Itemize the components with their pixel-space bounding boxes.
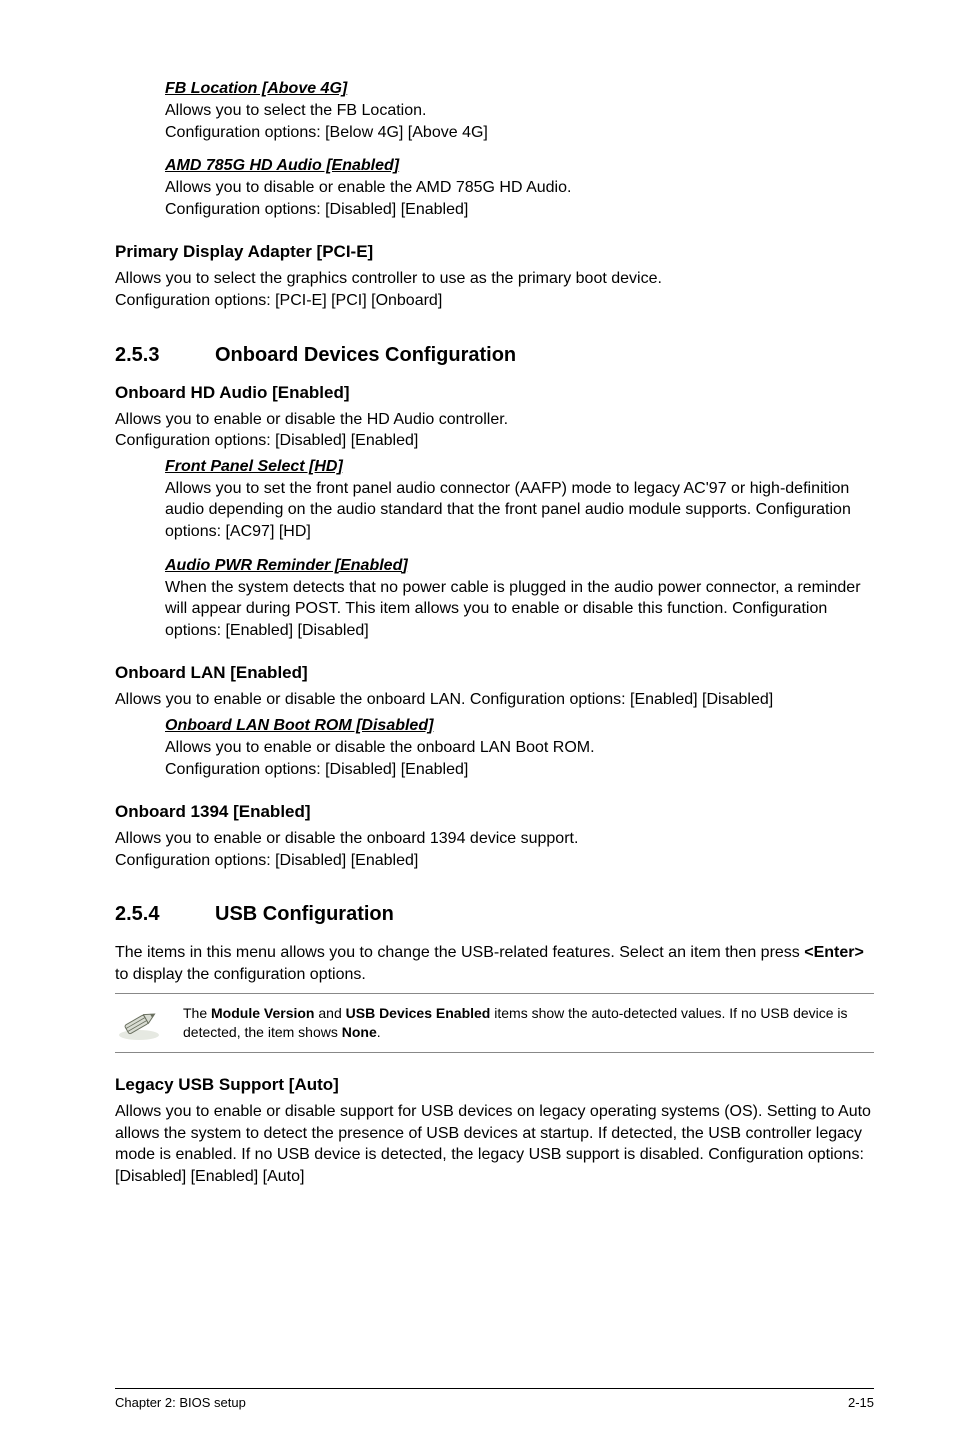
text-1394-line2: Configuration options: [Disabled] [Enabl…	[115, 850, 874, 872]
heading-253: 2.5.3Onboard Devices Configuration	[115, 344, 874, 367]
text-audio-pwr: When the system detects that no power ca…	[165, 577, 874, 642]
block-audio-pwr: Audio PWR Reminder [Enabled] When the sy…	[165, 557, 874, 642]
text-amd-line2: Configuration options: [Disabled] [Enabl…	[165, 199, 874, 221]
page: FB Location [Above 4G] Allows you to sel…	[0, 0, 954, 1438]
block-lan-boot-rom: Onboard LAN Boot ROM [Disabled] Allows y…	[165, 717, 874, 780]
text-fb-line2: Configuration options: [Below 4G] [Above…	[165, 122, 874, 144]
block-fb-location: FB Location [Above 4G] Allows you to sel…	[165, 80, 874, 143]
text-lanrom-line1: Allows you to enable or disable the onbo…	[165, 737, 874, 759]
note-b1: Module Version	[211, 1005, 314, 1021]
text-254-desc-post: to display the configuration options.	[115, 966, 366, 983]
heading-onboard-hd-audio: Onboard HD Audio [Enabled]	[115, 383, 874, 403]
text-legacy-usb: Allows you to enable or disable support …	[115, 1101, 874, 1187]
text-front-panel: Allows you to set the front panel audio …	[165, 478, 874, 543]
block-amd-audio: AMD 785G HD Audio [Enabled] Allows you t…	[165, 157, 874, 220]
note-text: The Module Version and USB Devices Enabl…	[183, 1004, 874, 1042]
text-amd-line1: Allows you to disable or enable the AMD …	[165, 177, 874, 199]
text-pda-line1: Allows you to select the graphics contro…	[115, 268, 874, 290]
text-pda-line2: Configuration options: [PCI-E] [PCI] [On…	[115, 290, 874, 312]
text-hd-line2: Configuration options: [Disabled] [Enabl…	[115, 430, 874, 452]
block-front-panel: Front Panel Select [HD] Allows you to se…	[165, 458, 874, 543]
text-1394-line1: Allows you to enable or disable the onbo…	[115, 828, 874, 850]
text-lanrom-line2: Configuration options: [Disabled] [Enabl…	[165, 759, 874, 781]
heading-253-title: Onboard Devices Configuration	[215, 344, 516, 366]
heading-253-num: 2.5.3	[115, 344, 215, 367]
note-pre: The	[183, 1005, 211, 1021]
heading-primary-display: Primary Display Adapter [PCI-E]	[115, 242, 874, 262]
pencil-icon	[115, 1005, 163, 1041]
heading-254: 2.5.4USB Configuration	[115, 903, 874, 926]
footer-left: Chapter 2: BIOS setup	[115, 1395, 246, 1410]
heading-254-title: USB Configuration	[215, 903, 394, 925]
note-b3: None	[342, 1024, 377, 1040]
heading-onboard-1394: Onboard 1394 [Enabled]	[115, 802, 874, 822]
heading-audio-pwr: Audio PWR Reminder [Enabled]	[165, 557, 874, 575]
text-onboard-lan: Allows you to enable or disable the onbo…	[115, 689, 874, 711]
note-mid: and	[314, 1005, 345, 1021]
text-fb-line1: Allows you to select the FB Location.	[165, 100, 874, 122]
heading-254-num: 2.5.4	[115, 903, 215, 926]
text-254-desc: The items in this menu allows you to cha…	[115, 942, 874, 985]
heading-amd-audio: AMD 785G HD Audio [Enabled]	[165, 157, 874, 175]
note-end: .	[377, 1024, 381, 1040]
heading-fb-location: FB Location [Above 4G]	[165, 80, 874, 98]
heading-onboard-lan: Onboard LAN [Enabled]	[115, 663, 874, 683]
footer: Chapter 2: BIOS setup 2-15	[115, 1388, 874, 1410]
footer-right: 2-15	[848, 1395, 874, 1410]
heading-front-panel: Front Panel Select [HD]	[165, 458, 874, 476]
text-254-desc-bold: <Enter>	[804, 944, 864, 961]
heading-legacy-usb: Legacy USB Support [Auto]	[115, 1075, 874, 1095]
note-b2: USB Devices Enabled	[346, 1005, 491, 1021]
heading-lan-boot-rom: Onboard LAN Boot ROM [Disabled]	[165, 717, 874, 735]
text-254-desc-pre: The items in this menu allows you to cha…	[115, 944, 804, 961]
text-hd-line1: Allows you to enable or disable the HD A…	[115, 409, 874, 431]
note-box: The Module Version and USB Devices Enabl…	[115, 993, 874, 1053]
